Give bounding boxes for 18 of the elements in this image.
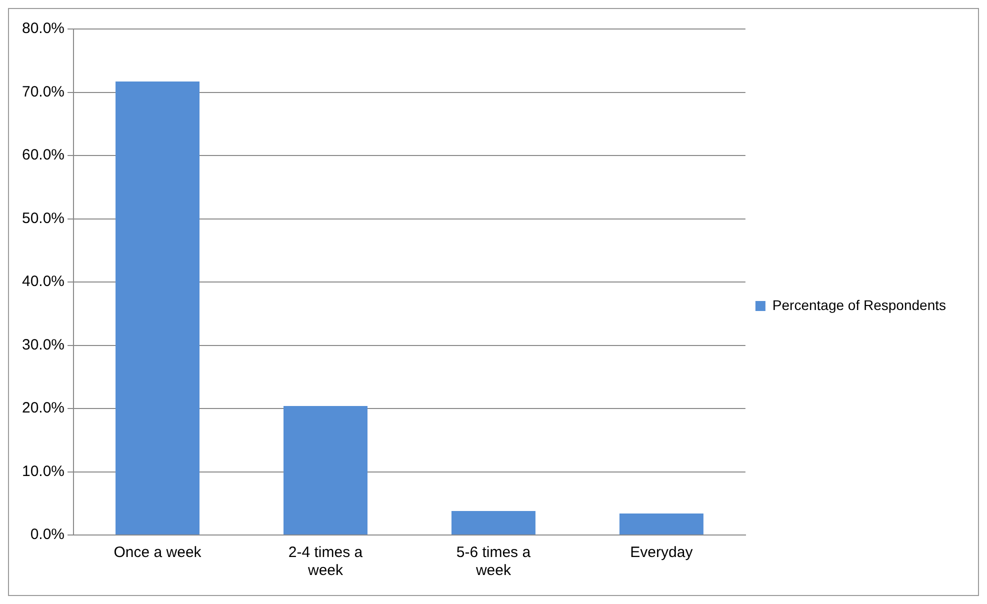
y-tick-label: 30.0% — [22, 336, 65, 354]
y-tick-label: 40.0% — [22, 273, 65, 290]
bar — [619, 513, 704, 534]
x-tick-label: 5-6 times a week — [456, 544, 532, 580]
bar — [284, 406, 368, 534]
x-tick-label: 2-4 times a week — [288, 544, 364, 580]
y-tick-label: 80.0% — [22, 20, 65, 38]
y-tick-label: 60.0% — [22, 146, 65, 164]
y-tick-label: 50.0% — [22, 210, 65, 227]
y-tick-label: 20.0% — [22, 400, 65, 417]
x-tick-label: Everyday — [630, 544, 694, 562]
bar — [451, 510, 536, 534]
y-tick-label: 0.0% — [30, 526, 65, 544]
y-tick-label: 70.0% — [22, 83, 65, 100]
bar — [116, 82, 200, 534]
x-tick-label: Once a week — [114, 544, 202, 562]
y-tick-label: 10.0% — [22, 462, 65, 480]
legend-label: Percentage of Respondents — [772, 296, 946, 313]
